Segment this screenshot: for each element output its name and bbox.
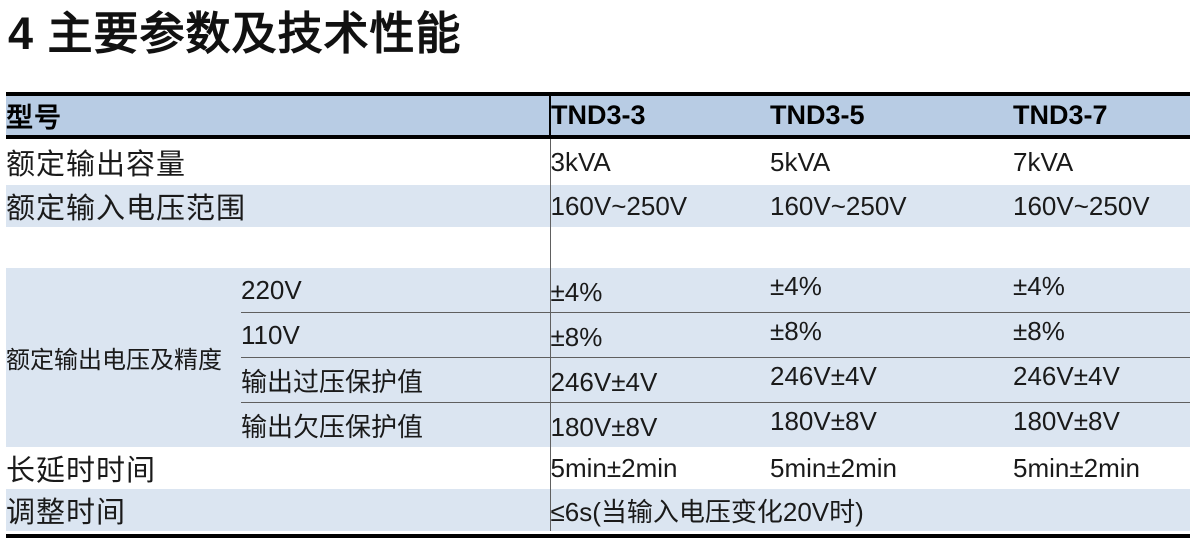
spacer-cell [1013, 227, 1190, 268]
long-delay-tnd3-3: 5min±2min [550, 452, 678, 483]
undervoltage-tnd3-3: 180V±8V [550, 402, 770, 447]
overvoltage-tnd3-7: 246V±4V [1013, 357, 1190, 403]
subrow-110v-label: 110V [241, 312, 551, 358]
long-delay-label: 长延时时间 [6, 447, 551, 489]
long-delay-tnd3-7: 5min±2min [1013, 452, 1140, 483]
row-undervoltage-protection: 输出欠压保护值 180V±8V 180V±8V 180V±8V [6, 402, 1190, 447]
undervoltage-tnd3-7: 180V±8V [1013, 402, 1190, 447]
input-range-value-tnd3-5: 160V~250V [770, 185, 1013, 227]
adjust-time-value: ≤6s(当输入电压变化20V时) [550, 489, 1190, 531]
subrow-overvoltage-label: 输出过压保护值 [241, 357, 551, 403]
capacity-value-tnd3-5: 5kVA [770, 146, 831, 177]
header-model-tnd3-5: TND3-5 [770, 92, 1013, 139]
row-long-delay-time: 长延时时间 5min±2min 5min±2min 5min±2min [6, 447, 1190, 489]
header-model-tnd3-3: TND3-3 [550, 92, 770, 139]
capacity-label: 额定输出容量 [6, 137, 551, 185]
header-model-label: 型号 [6, 92, 551, 139]
row-rated-input-voltage-range: 额定输入电压范围 160V~250V 160V~250V 160V~250V [6, 185, 1190, 227]
row-rated-output-capacity: 额定输出容量 3kVA 5kVA 7kVA [6, 137, 1190, 185]
row-spacer [6, 227, 1190, 268]
spec-table-wrap: 型号 TND3-3 TND3-5 TND3-7 额定输出容量 3kVA 5kVA… [6, 92, 1190, 538]
capacity-value-tnd3-7: 7kVA [1013, 146, 1074, 177]
capacity-value-tnd3-3: 3kVA [550, 146, 611, 177]
accuracy-110v-tnd3-5: ±8% [770, 312, 1013, 358]
page-title: 4 主要参数及技术性能 [8, 8, 462, 59]
subrow-undervoltage-label: 输出欠压保护值 [241, 402, 551, 447]
accuracy-220v-tnd3-3: ±4% [550, 268, 770, 313]
spacer-cell [6, 227, 551, 268]
spec-table: 型号 TND3-3 TND3-5 TND3-7 额定输出容量 3kVA 5kVA… [6, 92, 1190, 531]
output-group-label: 额定输出电压及精度 [6, 268, 241, 447]
input-range-value-tnd3-3: 160V~250V [550, 185, 770, 227]
row-output-220v: 额定输出电压及精度 220V ±4% ±4% ±4% [6, 268, 1190, 447]
spacer-cell [550, 227, 770, 268]
subrow-220v-label: 220V [241, 268, 551, 313]
row-output-110v: 110V ±8% ±8% ±8% [6, 312, 1190, 358]
long-delay-tnd3-5: 5min±2min [770, 452, 897, 483]
row-model-header: 型号 TND3-3 TND3-5 TND3-7 [6, 92, 1190, 139]
accuracy-220v-tnd3-5: ±4% [770, 268, 1013, 313]
accuracy-220v-tnd3-7: ±4% [1013, 268, 1190, 313]
overvoltage-tnd3-5: 246V±4V [770, 357, 1013, 403]
overvoltage-tnd3-3: 246V±4V [550, 357, 770, 403]
input-range-value-tnd3-7: 160V~250V [1013, 185, 1190, 227]
accuracy-110v-tnd3-3: ±8% [550, 312, 770, 358]
input-range-label: 额定输入电压范围 [6, 185, 551, 227]
spacer-cell [770, 227, 1013, 268]
header-model-tnd3-7: TND3-7 [1013, 92, 1190, 139]
row-overvoltage-protection: 输出过压保护值 246V±4V 246V±4V 246V±4V [6, 357, 1190, 403]
accuracy-110v-tnd3-7: ±8% [1013, 312, 1190, 358]
row-adjustment-time: 调整时间 ≤6s(当输入电压变化20V时) [6, 489, 1190, 531]
adjust-time-label: 调整时间 [6, 489, 551, 531]
undervoltage-tnd3-5: 180V±8V [770, 402, 1013, 447]
